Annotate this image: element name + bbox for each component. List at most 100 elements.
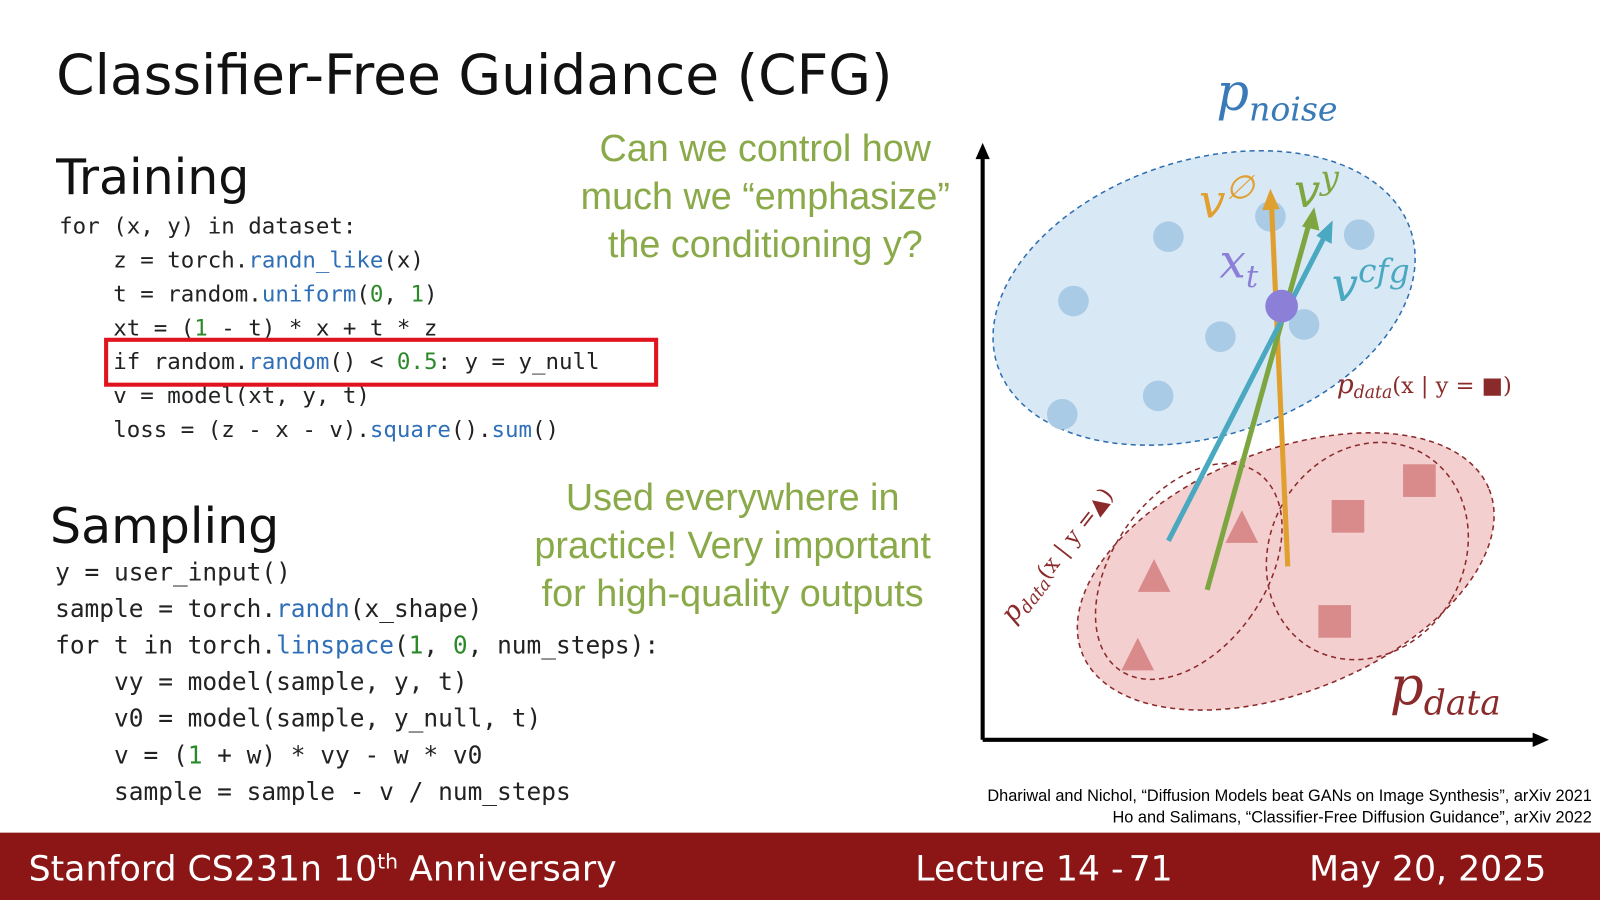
math-sup: ∅ — [1225, 169, 1255, 207]
code-token: square — [370, 417, 451, 443]
code-token: 1 — [409, 631, 424, 660]
code-token: t = random — [59, 281, 248, 307]
math-label: v∅ — [1199, 169, 1256, 230]
code-line: v = model(xt, y, t) — [59, 383, 370, 409]
code-token: v = model(xt, y, t) — [59, 383, 370, 409]
code-line: v = (1 + w) * vy - w * v0 — [55, 740, 482, 769]
arrow-v-cfg — [1166, 231, 1329, 542]
code-token: sample = torch — [55, 594, 261, 623]
code-line: loss = (z - x - v).square().sum() — [59, 417, 559, 443]
code-token: linspace — [276, 631, 394, 660]
code-token: () — [451, 417, 478, 443]
code-token: 1 — [410, 281, 424, 307]
data-region — [1076, 432, 1495, 711]
code-token: if random — [59, 349, 235, 375]
code-token: () — [532, 417, 559, 443]
code-token: . — [478, 417, 492, 443]
math-base: p — [1337, 369, 1354, 400]
code-line: for t in torch.linspace(1, 0, num_steps)… — [55, 631, 659, 660]
callout-line: Can we control how — [600, 127, 932, 169]
course: Stanford CS231n 10 — [29, 850, 378, 890]
code-token: 0 — [453, 631, 468, 660]
course-sup: th — [377, 849, 398, 873]
code-token: ) — [424, 281, 438, 307]
arrowhead — [1532, 732, 1549, 747]
section-heading: Training — [55, 149, 249, 206]
sampling-code: y = user_input()sample = torch.randn(x_s… — [55, 558, 659, 806]
code-token: (x_shape) — [350, 594, 483, 623]
code-token: 1 — [194, 315, 208, 341]
math-sub: noise — [1249, 89, 1338, 128]
code-token: z = torch — [59, 248, 235, 274]
code-line: v0 = model(sample, y_null, t) — [55, 704, 541, 733]
arrow-v-null — [1268, 201, 1291, 567]
class-region — [1094, 462, 1283, 681]
math-sub: data — [1354, 383, 1393, 403]
lecture: Lecture 14 - — [915, 850, 1123, 890]
arrow-v-y — [1204, 218, 1313, 591]
arrowhead — [975, 142, 990, 160]
highlight-box — [104, 337, 659, 387]
code-token: . — [261, 631, 276, 660]
math-label: pdata(x | y = ■) — [1337, 369, 1512, 403]
code-line: sample = torch.randn(x_shape) — [55, 594, 482, 623]
code-token: 0 — [370, 281, 384, 307]
code-token: , num_steps): — [468, 631, 660, 660]
code-line: xt = (1 - t) * x + t * z — [59, 315, 437, 341]
course: Stanford CS231n 10th Anniversary — [29, 849, 617, 889]
code-token: xt = ( — [59, 315, 194, 341]
code-token: sum — [491, 417, 532, 443]
math-label: xt — [1219, 235, 1258, 295]
callout-line: Used everywhere in — [566, 476, 900, 518]
code-token: , — [383, 281, 410, 307]
code-token: , — [423, 631, 452, 660]
math-rest: (x | y = ■) — [1392, 373, 1512, 399]
code-line: sample = sample - v / num_steps — [55, 777, 571, 806]
code-token: : y = y_null — [437, 349, 599, 375]
code-token: random — [248, 349, 329, 375]
code-line: t = random.uniform(0, 1) — [59, 281, 437, 307]
code-token: loss = (z - x - v) — [59, 417, 356, 443]
math-base: v — [1332, 258, 1359, 313]
code-token: y = user_input() — [55, 558, 291, 587]
code-token: . — [248, 281, 262, 307]
math-base: p — [1390, 655, 1424, 717]
code-token: + w) * vy - w * v0 — [202, 740, 482, 769]
callout-line: much we “emphasize” — [581, 175, 950, 217]
code-token: uniform — [262, 281, 357, 307]
class-region — [1265, 441, 1470, 661]
reference: Dhariwal and Nichol, “Diffusion Models b… — [987, 787, 1591, 805]
reference: Ho and Salimans, “Classifier-Free Diffus… — [1113, 808, 1592, 826]
code-token: 1 — [188, 740, 203, 769]
code-token: () < — [329, 349, 397, 375]
code-token: . — [235, 349, 249, 375]
code-token: - t) * x + t * z — [208, 315, 438, 341]
arrowhead — [1302, 207, 1320, 231]
callout-line: practice! Very important — [534, 524, 931, 566]
code-token: . — [356, 417, 370, 443]
code-token: for (x, y) in dataset: — [59, 214, 356, 240]
code-token: v = ( — [55, 740, 188, 769]
code-line: z = torch.randn_like(x) — [59, 248, 424, 274]
slide-number: 71 — [1129, 850, 1173, 890]
footer: Stanford CS231n 10th Anniversary Lecture… — [29, 849, 1547, 889]
code-token: randn_like — [248, 248, 383, 274]
code-line: if random.random() < 0.5: y = y_null — [59, 349, 599, 375]
arrowhead — [1262, 188, 1280, 211]
math-label: vy — [1294, 158, 1340, 219]
footer-bar — [0, 832, 1600, 900]
math-base: p — [1216, 64, 1249, 123]
callout-line: the conditioning y? — [608, 223, 923, 265]
code-token: vy = model(sample, y, t) — [55, 667, 467, 696]
code-token: randn — [276, 594, 350, 623]
code-line: vy = model(sample, y, t) — [55, 667, 467, 696]
code-token: ( — [356, 281, 370, 307]
code-token: ( — [394, 631, 409, 660]
arrowhead — [1316, 220, 1333, 244]
math-sub: t — [1246, 260, 1259, 295]
math-label: pnoise — [1216, 64, 1337, 128]
training-code: for (x, y) in dataset: z = torch.randn_l… — [59, 214, 599, 443]
date: May 20, 2025 — [1309, 850, 1546, 890]
